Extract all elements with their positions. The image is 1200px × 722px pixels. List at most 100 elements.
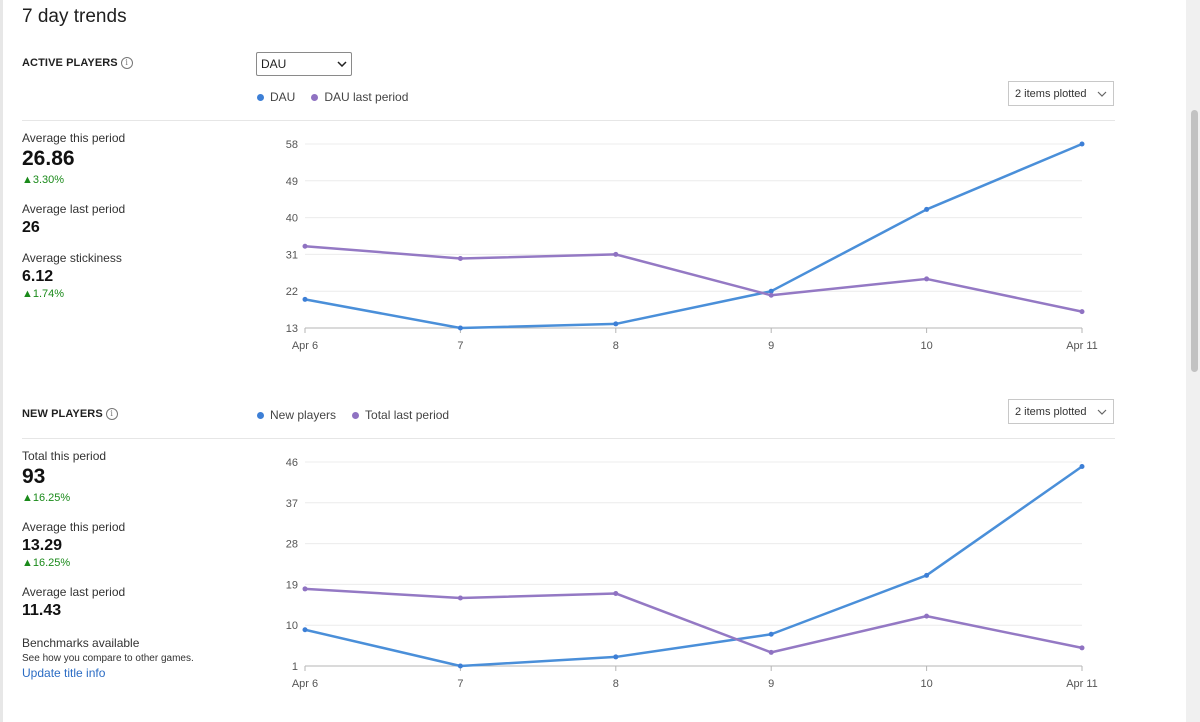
data-point	[1079, 645, 1085, 651]
stat-delta: ▲3.30%	[22, 174, 65, 186]
scrollbar-thumb[interactable]	[1191, 110, 1198, 372]
stat-value: 13.29	[22, 537, 63, 554]
legend-dot-icon	[352, 411, 360, 419]
chevron-down-icon	[337, 61, 347, 67]
data-point	[613, 321, 619, 327]
info-icon[interactable]: i	[105, 408, 118, 420]
new-players-heading: NEW PLAYERS i	[22, 408, 118, 420]
chevron-down-icon	[1097, 409, 1107, 415]
benchmarks-subtext: See how you compare to other games.	[22, 653, 194, 664]
data-point	[924, 613, 930, 619]
stat-label: Average stickiness	[22, 251, 122, 265]
data-point	[457, 595, 463, 601]
data-point	[457, 325, 463, 331]
y-tick-label: 10	[286, 620, 298, 632]
metric-dropdown[interactable]: DAU	[256, 52, 352, 76]
items-plotted-button[interactable]: 2 items plotted	[1008, 81, 1114, 106]
legend-label: New players	[270, 408, 337, 422]
data-point	[613, 654, 619, 660]
active-legend: DAU DAU last period	[257, 90, 408, 104]
data-point	[457, 255, 463, 261]
data-point	[768, 631, 774, 637]
items-plotted-label: 2 items plotted	[1015, 405, 1087, 418]
section-divider	[22, 120, 1115, 121]
y-tick-label: 58	[286, 139, 298, 151]
data-point	[302, 627, 308, 633]
data-point	[924, 276, 930, 282]
data-point	[613, 590, 619, 596]
y-tick-label: 40	[286, 213, 298, 225]
data-point	[457, 663, 463, 669]
data-point	[613, 251, 619, 257]
legend-label: DAU last period	[324, 90, 409, 104]
items-plotted-button[interactable]: 2 items plotted	[1008, 399, 1114, 424]
benchmarks-label: Benchmarks available	[22, 636, 140, 650]
stat-label: Average last period	[22, 585, 126, 599]
stat-value: 93	[22, 465, 46, 488]
data-point	[924, 206, 930, 212]
legend-item-total-last[interactable]: Total last period	[352, 408, 449, 422]
y-tick-label: 46	[286, 457, 298, 469]
x-tick-label: Apr 11	[1066, 340, 1098, 352]
series-line	[304, 587, 1083, 654]
x-tick-label: 8	[613, 678, 619, 690]
stat-value: 11.43	[22, 602, 62, 619]
x-tick-label: 10	[920, 678, 932, 690]
x-tick-label: 9	[768, 340, 774, 352]
data-point	[924, 572, 930, 578]
x-tick-label: Apr 11	[1066, 678, 1098, 690]
stat-label: Average last period	[22, 202, 126, 216]
data-point	[1079, 464, 1085, 470]
x-tick-label: 9	[768, 678, 774, 690]
section-divider	[22, 438, 1115, 439]
data-point	[302, 586, 308, 592]
data-point	[1079, 141, 1085, 147]
x-tick-label: 8	[613, 340, 619, 352]
legend-dot-icon	[257, 93, 264, 101]
legend-item-dau[interactable]: DAU	[257, 90, 295, 104]
y-tick-label: 31	[286, 249, 298, 261]
update-title-info-link[interactable]: Update title info	[22, 666, 106, 680]
legend-label: Total last period	[365, 408, 450, 422]
metric-dropdown-value: DAU	[261, 57, 287, 71]
data-point	[302, 243, 308, 249]
stat-label: Average this period	[22, 131, 126, 145]
y-tick-label: 37	[286, 498, 298, 510]
stat-delta: ▲1.74%	[22, 288, 65, 300]
stat-value: 26	[22, 219, 40, 236]
x-tick-label: 7	[457, 340, 463, 352]
items-plotted-label: 2 items plotted	[1015, 87, 1087, 100]
legend-dot-icon	[257, 411, 264, 419]
stat-value: 26.86	[22, 147, 75, 170]
new-stats: Total this period 93 ▲16.25% Average thi…	[22, 449, 194, 680]
active-players-chart: 13 22 31 40 49 58 Apr 6 7 8 9 10 Apr 11	[286, 139, 1098, 352]
chevron-down-icon	[1097, 91, 1107, 97]
stat-delta: ▲16.25%	[22, 492, 71, 504]
series-line	[304, 244, 1083, 313]
y-tick-label: 28	[286, 539, 298, 551]
new-legend: New players Total last period	[257, 408, 449, 422]
stat-label: Average this period	[22, 520, 126, 534]
data-point	[1079, 309, 1085, 315]
stat-label: Total this period	[22, 449, 107, 463]
active-stats: Average this period 26.86 ▲3.30% Average…	[22, 131, 125, 300]
legend-label: DAU	[270, 90, 296, 104]
x-tick-label: Apr 6	[292, 678, 318, 690]
new-players-chart: 1 10 19 28 37 46 Apr 6 7 8 9 10 Apr 11	[286, 457, 1098, 690]
y-tick-label: 13	[286, 323, 298, 335]
stat-delta: ▲16.25%	[22, 557, 71, 569]
y-tick-label: 49	[286, 176, 298, 188]
x-tick-label: 7	[457, 678, 463, 690]
active-players-heading: ACTIVE PLAYERS i	[22, 57, 133, 69]
data-point	[302, 296, 308, 302]
legend-item-new-players[interactable]: New players	[257, 408, 336, 422]
info-icon[interactable]: i	[120, 57, 133, 69]
x-tick-label: 10	[920, 340, 932, 352]
left-border	[0, 0, 3, 722]
data-point	[768, 649, 774, 655]
legend-item-dau-last[interactable]: DAU last period	[311, 90, 408, 104]
y-tick-label: 19	[286, 579, 298, 591]
active-players-label: ACTIVE PLAYERS	[22, 57, 118, 69]
page-title: 7 day trends	[22, 6, 127, 27]
y-tick-label: 22	[286, 286, 298, 298]
